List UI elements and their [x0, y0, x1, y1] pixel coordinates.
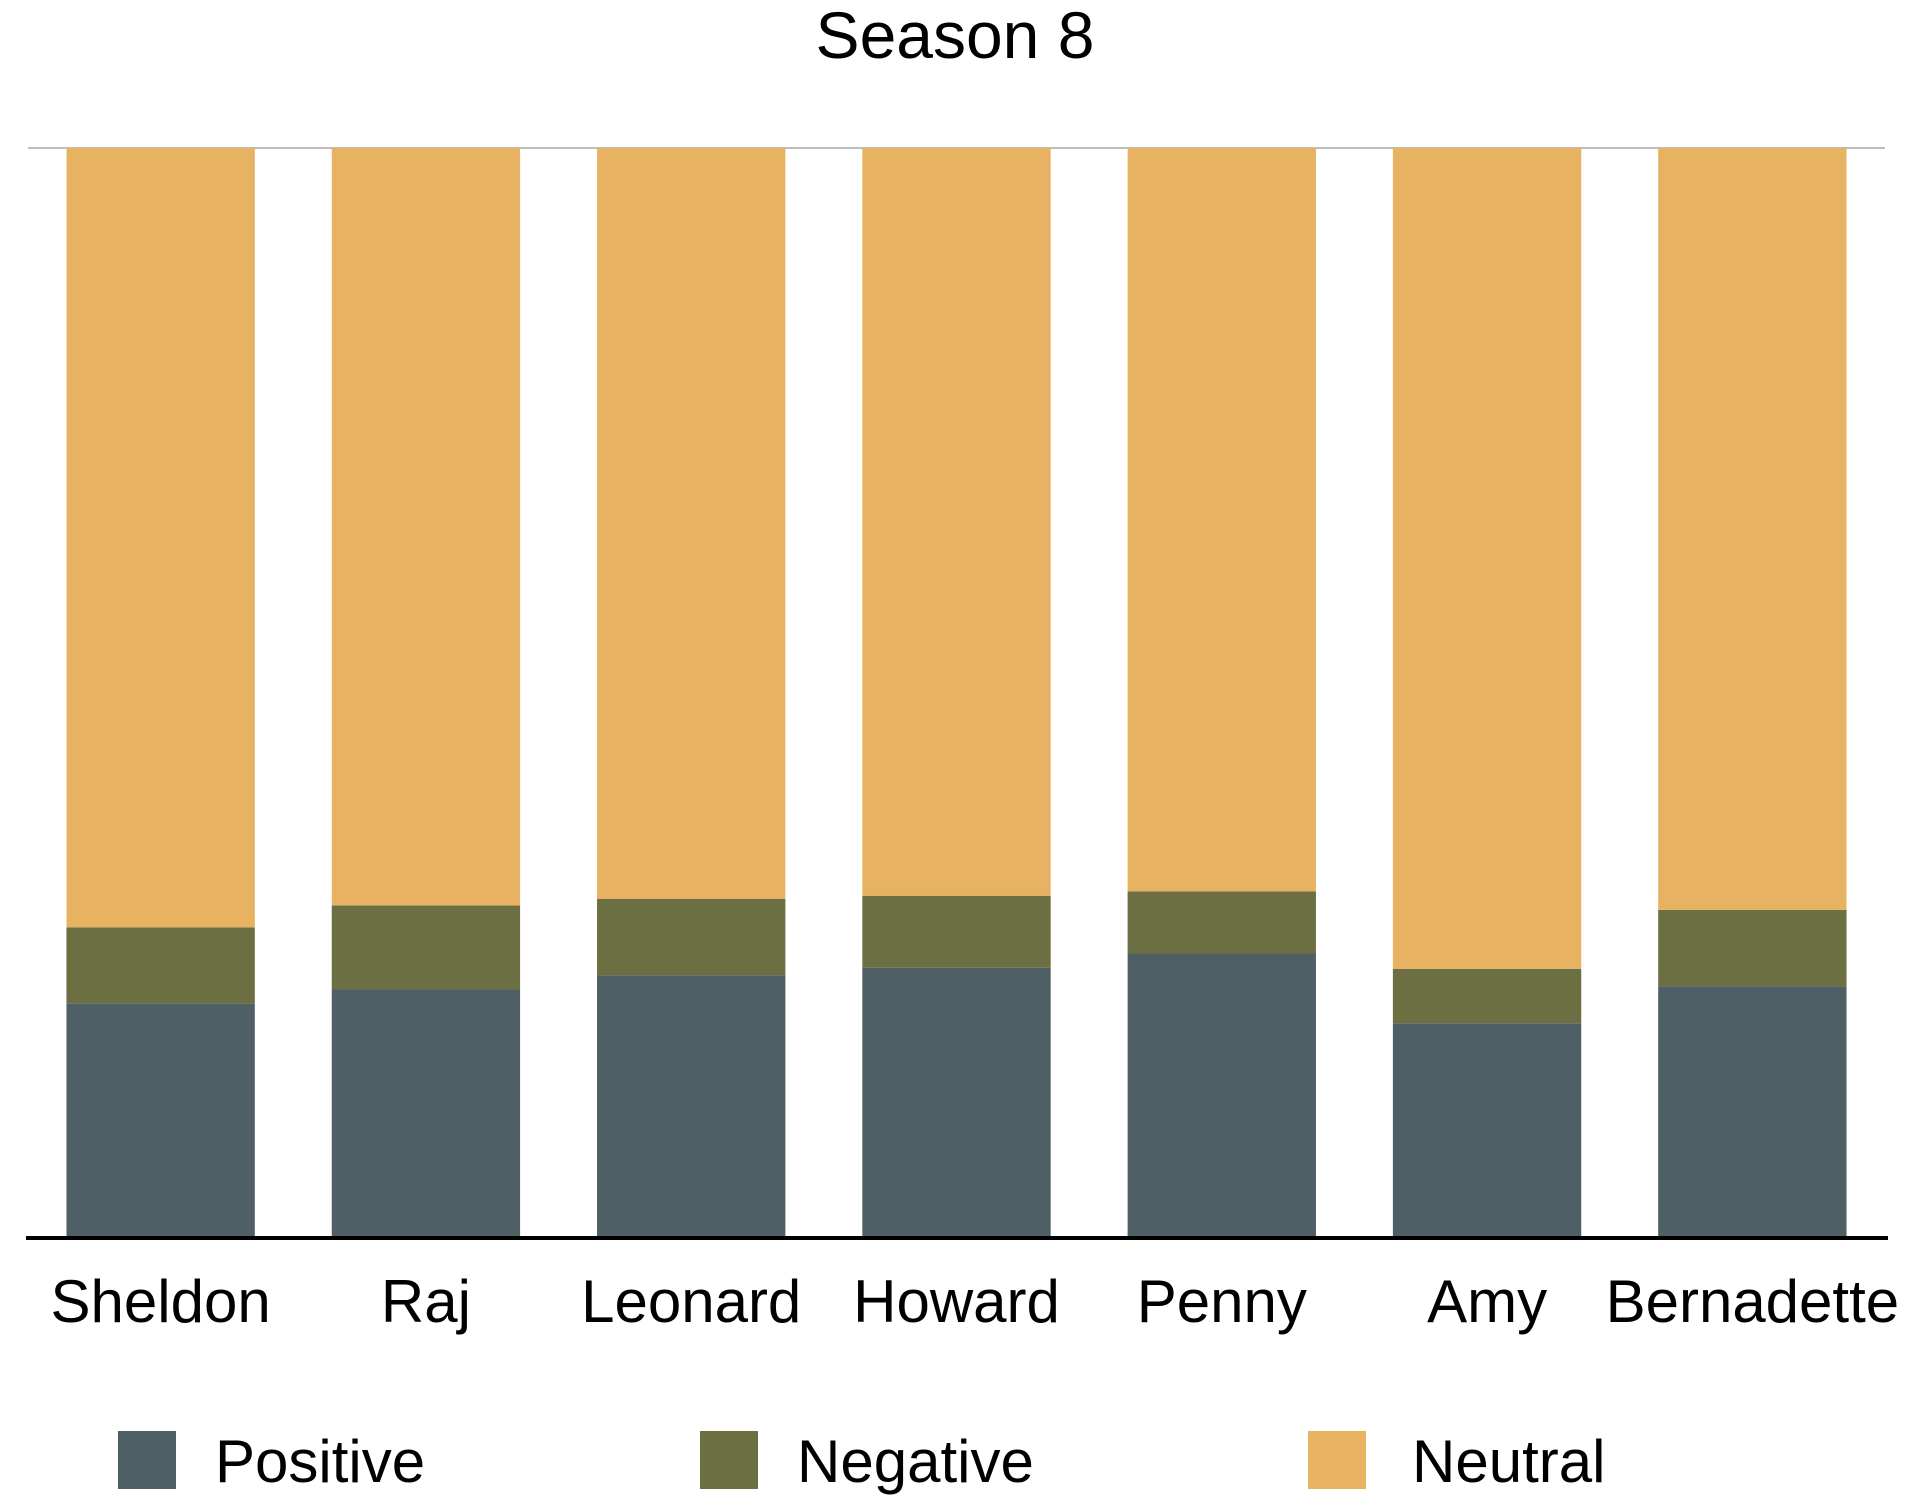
bar-sheldon-neutral	[66, 148, 255, 928]
bar-leonard-positive	[597, 975, 786, 1238]
legend-swatch-neutral	[1308, 1431, 1366, 1489]
bar-sheldon-negative	[66, 927, 255, 1004]
bar-bernadette-negative	[1658, 909, 1847, 987]
bar-amy-positive	[1392, 1023, 1582, 1238]
bar-leonard-neutral	[597, 148, 786, 900]
bar-raj-negative	[331, 905, 521, 990]
legend-label-negative: Negative	[797, 1428, 1034, 1495]
x-tick-label-sheldon: Sheldon	[51, 1268, 271, 1335]
x-tick-label-amy: Amy	[1427, 1268, 1547, 1335]
bar-howard-negative	[862, 895, 1051, 968]
legend-swatch-negative	[700, 1431, 758, 1489]
x-tick-label-penny: Penny	[1137, 1268, 1307, 1335]
legend-label-neutral: Neutral	[1412, 1428, 1605, 1495]
bar-raj-neutral	[331, 148, 521, 906]
bar-amy-neutral	[1392, 148, 1582, 969]
x-tick-labels: Sheldon Raj Leonard Howard Penny Amy Bernadett…	[51, 1268, 1900, 1335]
x-tick-label-leonard: Leonard	[581, 1268, 801, 1335]
bar-raj-positive	[331, 989, 521, 1238]
bar-bernadette-neutral	[1658, 148, 1847, 910]
bar-sheldon-positive	[66, 1003, 255, 1238]
bar-penny-negative	[1127, 891, 1316, 954]
legend-swatch-positive	[118, 1431, 176, 1489]
bar-leonard-negative	[597, 899, 786, 976]
x-tick-label-bernadette: Bernadette	[1606, 1268, 1900, 1335]
bar-penny-positive	[1127, 953, 1316, 1238]
x-tick-label-raj: Raj	[381, 1268, 471, 1335]
legend: Positive Negative Neutral	[118, 1428, 1605, 1495]
bar-amy-negative	[1392, 968, 1582, 1024]
chart-title: Season 8	[816, 0, 1095, 72]
bar-bernadette-positive	[1658, 986, 1847, 1238]
legend-label-positive: Positive	[215, 1428, 425, 1495]
bar-howard-neutral	[862, 148, 1051, 896]
bar-penny-neutral	[1127, 148, 1316, 892]
x-tick-label-howard: Howard	[853, 1268, 1060, 1335]
bars-group	[66, 148, 1847, 1238]
bar-howard-positive	[862, 967, 1051, 1238]
